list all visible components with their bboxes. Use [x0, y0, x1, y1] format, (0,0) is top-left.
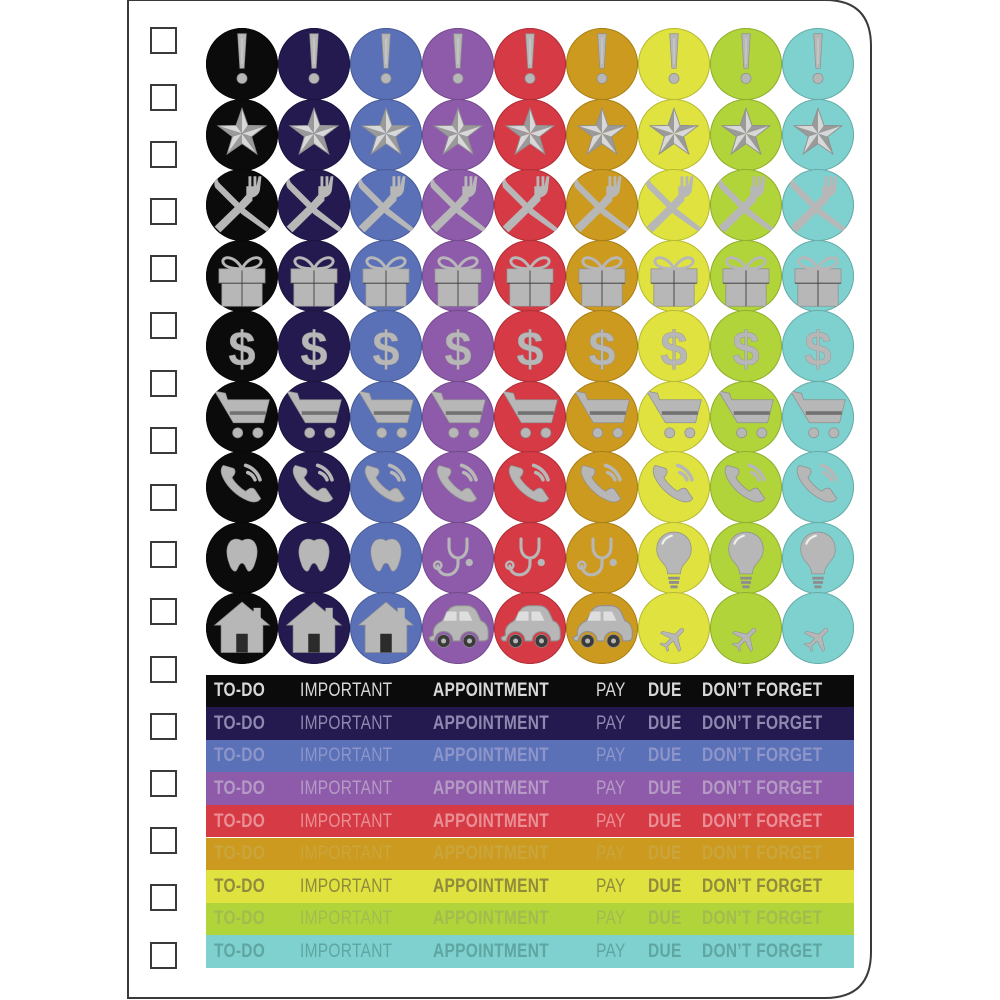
svg-text:$: $ [660, 323, 687, 377]
svg-text:$: $ [300, 323, 327, 377]
svg-text:$: $ [444, 323, 471, 377]
svg-text:$: $ [588, 323, 615, 377]
svg-text:$: $ [516, 323, 543, 377]
svg-text:$: $ [732, 323, 759, 377]
svg-text:$: $ [372, 323, 399, 377]
svg-text:$: $ [228, 323, 255, 377]
svg-text:$: $ [804, 323, 831, 377]
